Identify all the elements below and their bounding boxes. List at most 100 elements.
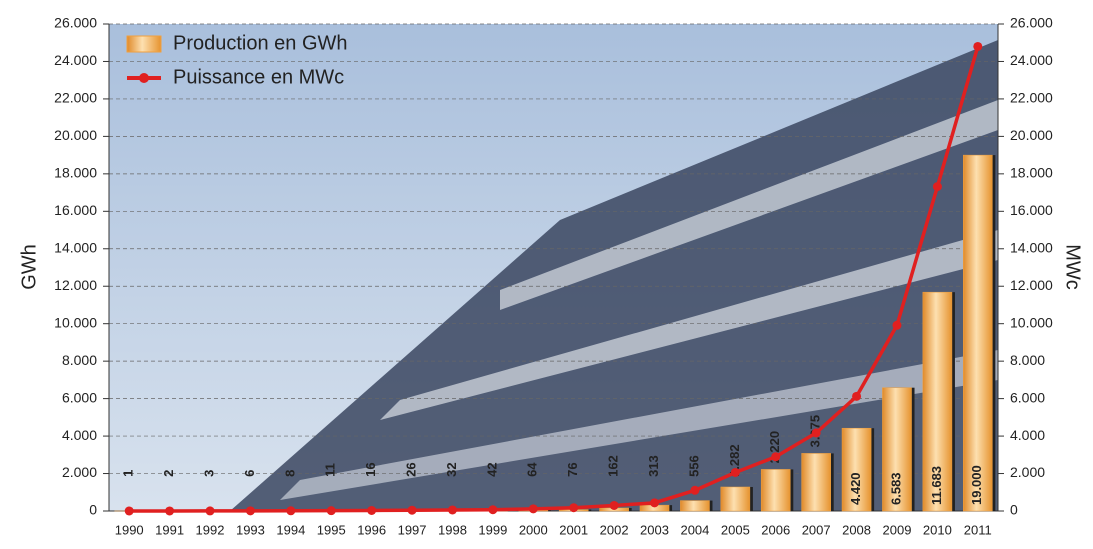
- bar: [963, 155, 992, 511]
- value-label: 8: [282, 470, 297, 477]
- bar: [802, 453, 831, 511]
- line-point: [812, 428, 821, 437]
- line-point: [610, 501, 619, 510]
- y2-tick-label: 24.000: [1010, 52, 1053, 68]
- y2-tick-label: 16.000: [1010, 202, 1053, 218]
- y-tick-label: 22.000: [54, 90, 97, 106]
- x-tick-label: 1995: [317, 522, 346, 537]
- line-point: [852, 392, 861, 401]
- y2-tick-label: 12.000: [1010, 277, 1053, 293]
- legend-label: Puissance en MWc: [173, 66, 344, 88]
- value-label: 11: [323, 463, 338, 477]
- y2-tick-label: 8.000: [1010, 352, 1045, 368]
- y2-tick-label: 20.000: [1010, 127, 1053, 143]
- value-label: 2: [161, 470, 176, 477]
- line-point: [973, 42, 982, 51]
- line-point: [892, 321, 901, 330]
- y2-tick-label: 2.000: [1010, 464, 1045, 480]
- value-label: 32: [444, 462, 459, 476]
- x-tick-label: 2003: [640, 522, 669, 537]
- y-tick-label: 0: [89, 502, 97, 518]
- x-tick-label: 1999: [478, 522, 507, 537]
- y-tick-label: 14.000: [54, 239, 97, 255]
- x-tick-label: 1990: [115, 522, 144, 537]
- y2-tick-label: 0: [1010, 502, 1018, 518]
- legend-swatch: [139, 73, 149, 83]
- value-label: 16: [363, 462, 378, 476]
- x-tick-label: 1994: [276, 522, 305, 537]
- y-tick-label: 16.000: [54, 202, 97, 218]
- x-tick-label: 2008: [842, 522, 871, 537]
- x-tick-label: 1993: [236, 522, 265, 537]
- line-point: [367, 506, 376, 515]
- value-label: 4.420: [848, 472, 863, 505]
- line-point: [488, 505, 497, 514]
- value-label: 162: [606, 455, 621, 477]
- line-point: [246, 506, 255, 515]
- legend-swatch: [127, 36, 161, 52]
- value-label: 19.000: [969, 465, 984, 505]
- line-point: [448, 505, 457, 514]
- y-axis-label: GWh: [18, 244, 40, 290]
- line-point: [206, 506, 215, 515]
- y-tick-label: 4.000: [62, 427, 97, 443]
- line-point: [569, 503, 578, 512]
- value-label: 313: [646, 455, 661, 477]
- value-label: 11.683: [929, 466, 944, 505]
- value-label: 556: [686, 455, 701, 477]
- bar: [761, 469, 790, 511]
- x-tick-label: 2005: [721, 522, 750, 537]
- value-label: 6: [242, 470, 257, 477]
- y-tick-label: 12.000: [54, 277, 97, 293]
- y-tick-label: 2.000: [62, 464, 97, 480]
- y2-tick-label: 18.000: [1010, 165, 1053, 181]
- x-tick-label: 2007: [802, 522, 831, 537]
- y2-axis-label: MWc: [1062, 244, 1084, 290]
- line-point: [165, 506, 174, 515]
- line-point: [731, 468, 740, 477]
- x-tick-label: 1998: [438, 522, 467, 537]
- x-tick-label: 1991: [155, 522, 184, 537]
- value-label: 1: [121, 470, 136, 477]
- y2-tick-label: 6.000: [1010, 389, 1045, 405]
- y2-tick-label: 22.000: [1010, 90, 1053, 106]
- bar: [721, 487, 750, 511]
- value-label: 42: [484, 462, 499, 476]
- x-tick-label: 1997: [398, 522, 427, 537]
- bar: [680, 501, 709, 511]
- legend-label: Production en GWh: [173, 32, 348, 54]
- x-tick-label: 1996: [357, 522, 386, 537]
- x-tick-label: 2011: [964, 522, 992, 537]
- line-point: [771, 452, 780, 461]
- line-point: [690, 486, 699, 495]
- x-tick-label: 2006: [761, 522, 790, 537]
- y-tick-label: 20.000: [54, 127, 97, 143]
- y2-tick-label: 14.000: [1010, 239, 1053, 255]
- y-tick-label: 6.000: [62, 389, 97, 405]
- y2-tick-label: 10.000: [1010, 314, 1053, 330]
- value-label: 26: [404, 462, 419, 476]
- x-tick-label: 2010: [923, 522, 952, 537]
- line-point: [529, 504, 538, 513]
- x-tick-label: 2009: [883, 522, 912, 537]
- value-label: 3: [201, 470, 216, 477]
- y-tick-label: 8.000: [62, 352, 97, 368]
- line-point: [933, 182, 942, 191]
- x-tick-label: 2000: [519, 522, 548, 537]
- line-point: [125, 506, 134, 515]
- x-tick-label: 1992: [196, 522, 225, 537]
- x-tick-label: 2001: [559, 522, 588, 537]
- line-point: [286, 506, 295, 515]
- y-tick-label: 26.000: [54, 15, 97, 31]
- y-tick-label: 10.000: [54, 314, 97, 330]
- x-tick-label: 2004: [680, 522, 709, 537]
- x-tick-label: 2002: [600, 522, 629, 537]
- value-label: 76: [565, 462, 580, 476]
- y-tick-label: 18.000: [54, 165, 97, 181]
- line-point: [408, 506, 417, 515]
- line-point: [650, 498, 659, 507]
- line-point: [327, 506, 336, 515]
- value-label: 64: [525, 462, 540, 477]
- y2-tick-label: 26.000: [1010, 15, 1053, 31]
